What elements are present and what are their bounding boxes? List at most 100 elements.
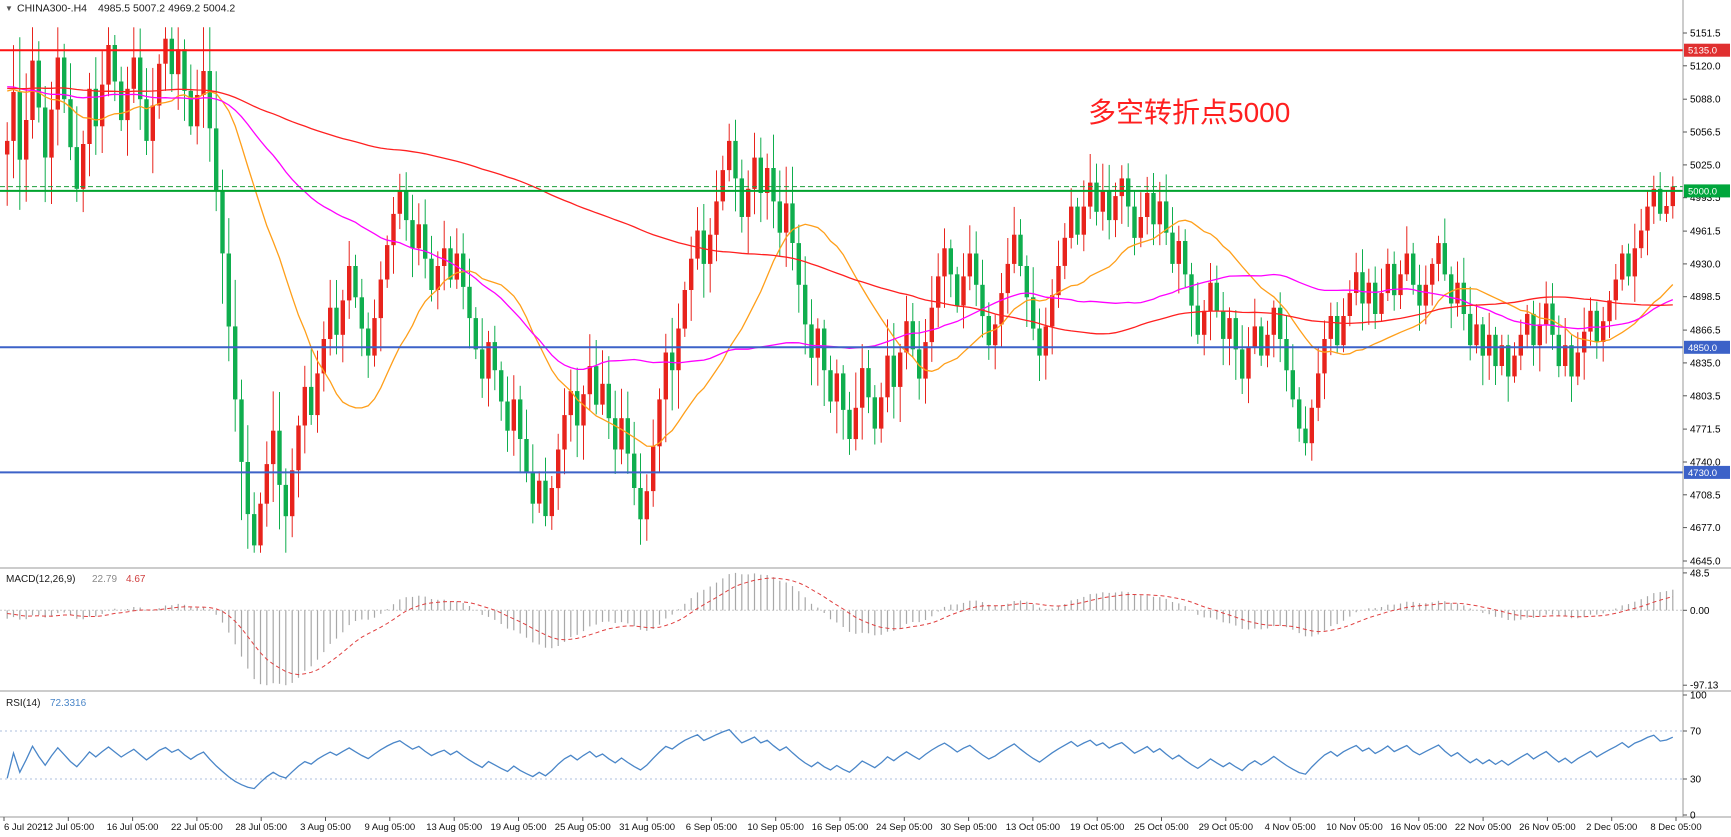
time-label[interactable]: 4 Nov 05:00 — [1265, 822, 1316, 833]
candle-body — [1658, 188, 1663, 214]
candle-body — [1455, 282, 1460, 304]
time-label[interactable]: 6 Jul 2021 — [4, 822, 48, 833]
time-label[interactable]: 28 Jul 05:00 — [235, 822, 287, 833]
candle-body — [1018, 234, 1023, 266]
time-label[interactable]: 16 Nov 05:00 — [1391, 822, 1448, 833]
candle-body — [1411, 253, 1416, 285]
moving-averages-layer — [7, 86, 1674, 448]
candle-body — [1259, 326, 1264, 356]
time-label[interactable]: 10 Nov 05:00 — [1326, 822, 1383, 833]
candle-body — [613, 418, 618, 450]
time-label[interactable]: 25 Aug 05:00 — [555, 822, 611, 833]
candle-body — [1214, 282, 1219, 311]
time-label[interactable]: 19 Aug 05:00 — [491, 822, 547, 833]
rsi-scale-label: 70 — [1690, 727, 1702, 738]
candle-body — [492, 342, 497, 371]
candle-body — [1645, 206, 1650, 231]
time-label[interactable]: 22 Nov 05:00 — [1455, 822, 1512, 833]
time-label[interactable]: 10 Sep 05:00 — [747, 822, 804, 833]
rsi-scale-label: 100 — [1690, 691, 1707, 702]
candle-body — [55, 57, 60, 110]
time-label[interactable]: 13 Aug 05:00 — [426, 822, 482, 833]
time-label[interactable]: 9 Aug 05:00 — [364, 822, 415, 833]
candles-layer[interactable] — [5, 27, 1675, 553]
candle-body — [93, 88, 98, 127]
candle-body — [1050, 295, 1055, 327]
time-label[interactable]: 2 Dec 05:00 — [1586, 822, 1637, 833]
macd-pane[interactable] — [0, 572, 1683, 686]
time-label[interactable]: 19 Oct 05:00 — [1070, 822, 1124, 833]
time-label[interactable]: 6 Sep 05:00 — [686, 822, 737, 833]
price-label: 5056.5 — [1690, 128, 1721, 139]
macd-indicator-title: MACD(12,26,9) — [6, 574, 75, 585]
price-badge-label: 5000.0 — [1688, 186, 1717, 197]
candle-body — [752, 157, 757, 189]
candle-body — [1012, 234, 1017, 264]
price-label: 5088.0 — [1690, 95, 1721, 106]
horizontal-lines-layer[interactable] — [0, 49, 1683, 474]
candle-body — [663, 352, 668, 400]
candle-body — [948, 248, 953, 275]
candle-body — [258, 503, 263, 546]
candle-body — [796, 243, 801, 285]
candle-body — [423, 224, 428, 259]
time-label[interactable]: 13 Oct 05:00 — [1006, 822, 1060, 833]
candle-body — [271, 430, 276, 465]
price-badge — [1684, 184, 1730, 198]
candle-body — [17, 91, 22, 160]
candle-body — [321, 339, 326, 374]
candle-body — [898, 352, 903, 387]
candle-body — [328, 307, 333, 339]
time-label[interactable]: 16 Sep 05:00 — [812, 822, 869, 833]
candle-body — [1088, 182, 1093, 207]
candle-body — [233, 326, 238, 400]
candle-body — [1639, 230, 1644, 249]
candle-body — [828, 370, 833, 402]
time-label[interactable]: 12 Jul 05:00 — [42, 822, 94, 833]
candle-body — [1024, 266, 1029, 298]
time-label[interactable]: 8 Dec 05:00 — [1650, 822, 1701, 833]
price-badge-label: 5135.0 — [1688, 46, 1717, 57]
time-label[interactable]: 25 Oct 05:00 — [1134, 822, 1188, 833]
candle-body — [739, 178, 744, 217]
candle-body — [81, 144, 86, 189]
candle-body — [1506, 345, 1511, 377]
candle-body — [727, 140, 732, 171]
candle-body — [568, 391, 573, 416]
candle-body — [771, 168, 776, 202]
chart-annotation[interactable]: 多空转折点5000 — [1088, 97, 1290, 128]
time-label[interactable]: 29 Oct 05:00 — [1199, 822, 1253, 833]
rsi-pane[interactable] — [0, 728, 1683, 790]
price-label: 4645.0 — [1690, 557, 1721, 568]
candle-body — [87, 88, 92, 144]
candle-body — [106, 45, 111, 85]
time-label[interactable]: 16 Jul 05:00 — [107, 822, 159, 833]
candle-body — [100, 84, 105, 127]
candle-body — [1398, 274, 1403, 296]
candle-body — [1240, 349, 1245, 379]
price-label: 4930.0 — [1690, 259, 1721, 270]
candle-body — [993, 324, 998, 346]
candle-body — [847, 409, 852, 439]
candle-body — [1271, 307, 1276, 335]
candle-body — [625, 418, 630, 454]
time-label[interactable]: 31 Aug 05:00 — [619, 822, 675, 833]
rsi-scale-label: 0 — [1690, 811, 1696, 822]
price-label: 5151.5 — [1690, 29, 1721, 40]
candle-body — [720, 170, 725, 202]
candle-body — [1385, 263, 1390, 294]
candle-body — [600, 383, 605, 405]
time-label[interactable]: 24 Sep 05:00 — [876, 822, 933, 833]
candle-body — [245, 462, 250, 515]
time-label[interactable]: 3 Aug 05:00 — [300, 822, 351, 833]
candle-body — [1195, 305, 1200, 335]
time-label[interactable]: 26 Nov 05:00 — [1519, 822, 1576, 833]
time-label[interactable]: 30 Sep 05:00 — [940, 822, 997, 833]
candle-body — [378, 279, 383, 319]
candle-body — [670, 352, 675, 371]
candle-body — [537, 480, 542, 504]
time-label[interactable]: 22 Jul 05:00 — [171, 822, 223, 833]
candle-body — [1582, 331, 1587, 353]
